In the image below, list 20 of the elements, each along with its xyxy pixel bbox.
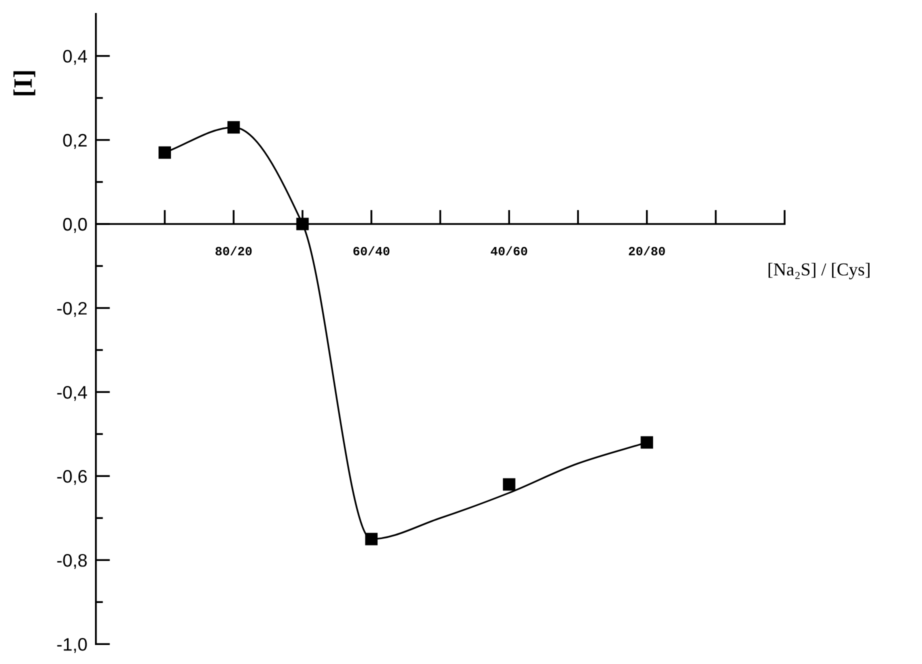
point xyxy=(227,121,240,134)
x-tick-label: 80/20 xyxy=(216,246,252,256)
x-tick-label: 60/40 xyxy=(353,246,390,256)
y-tick-label: -1,0 xyxy=(57,638,87,653)
y-tick-label: 0,4 xyxy=(63,50,88,65)
point xyxy=(640,436,654,449)
point xyxy=(365,532,378,546)
x-axis-title: [Na₂S] / [Cys] xyxy=(768,262,870,280)
y-tick-label: -0,8 xyxy=(57,554,87,569)
x-tick-label: 20/80 xyxy=(628,246,665,256)
point xyxy=(502,478,516,491)
point xyxy=(158,146,171,159)
y-tick-label: 0,2 xyxy=(63,134,87,149)
y-tick-label: -0,4 xyxy=(57,386,88,401)
y-axis-title: [I] xyxy=(13,71,36,96)
y-tick-label: -0,2 xyxy=(57,302,87,317)
y-tick-label: -0,6 xyxy=(57,470,87,485)
point xyxy=(296,218,309,230)
x-tick-label: 40/60 xyxy=(490,246,528,256)
y-tick-label: 0,0 xyxy=(63,218,87,233)
